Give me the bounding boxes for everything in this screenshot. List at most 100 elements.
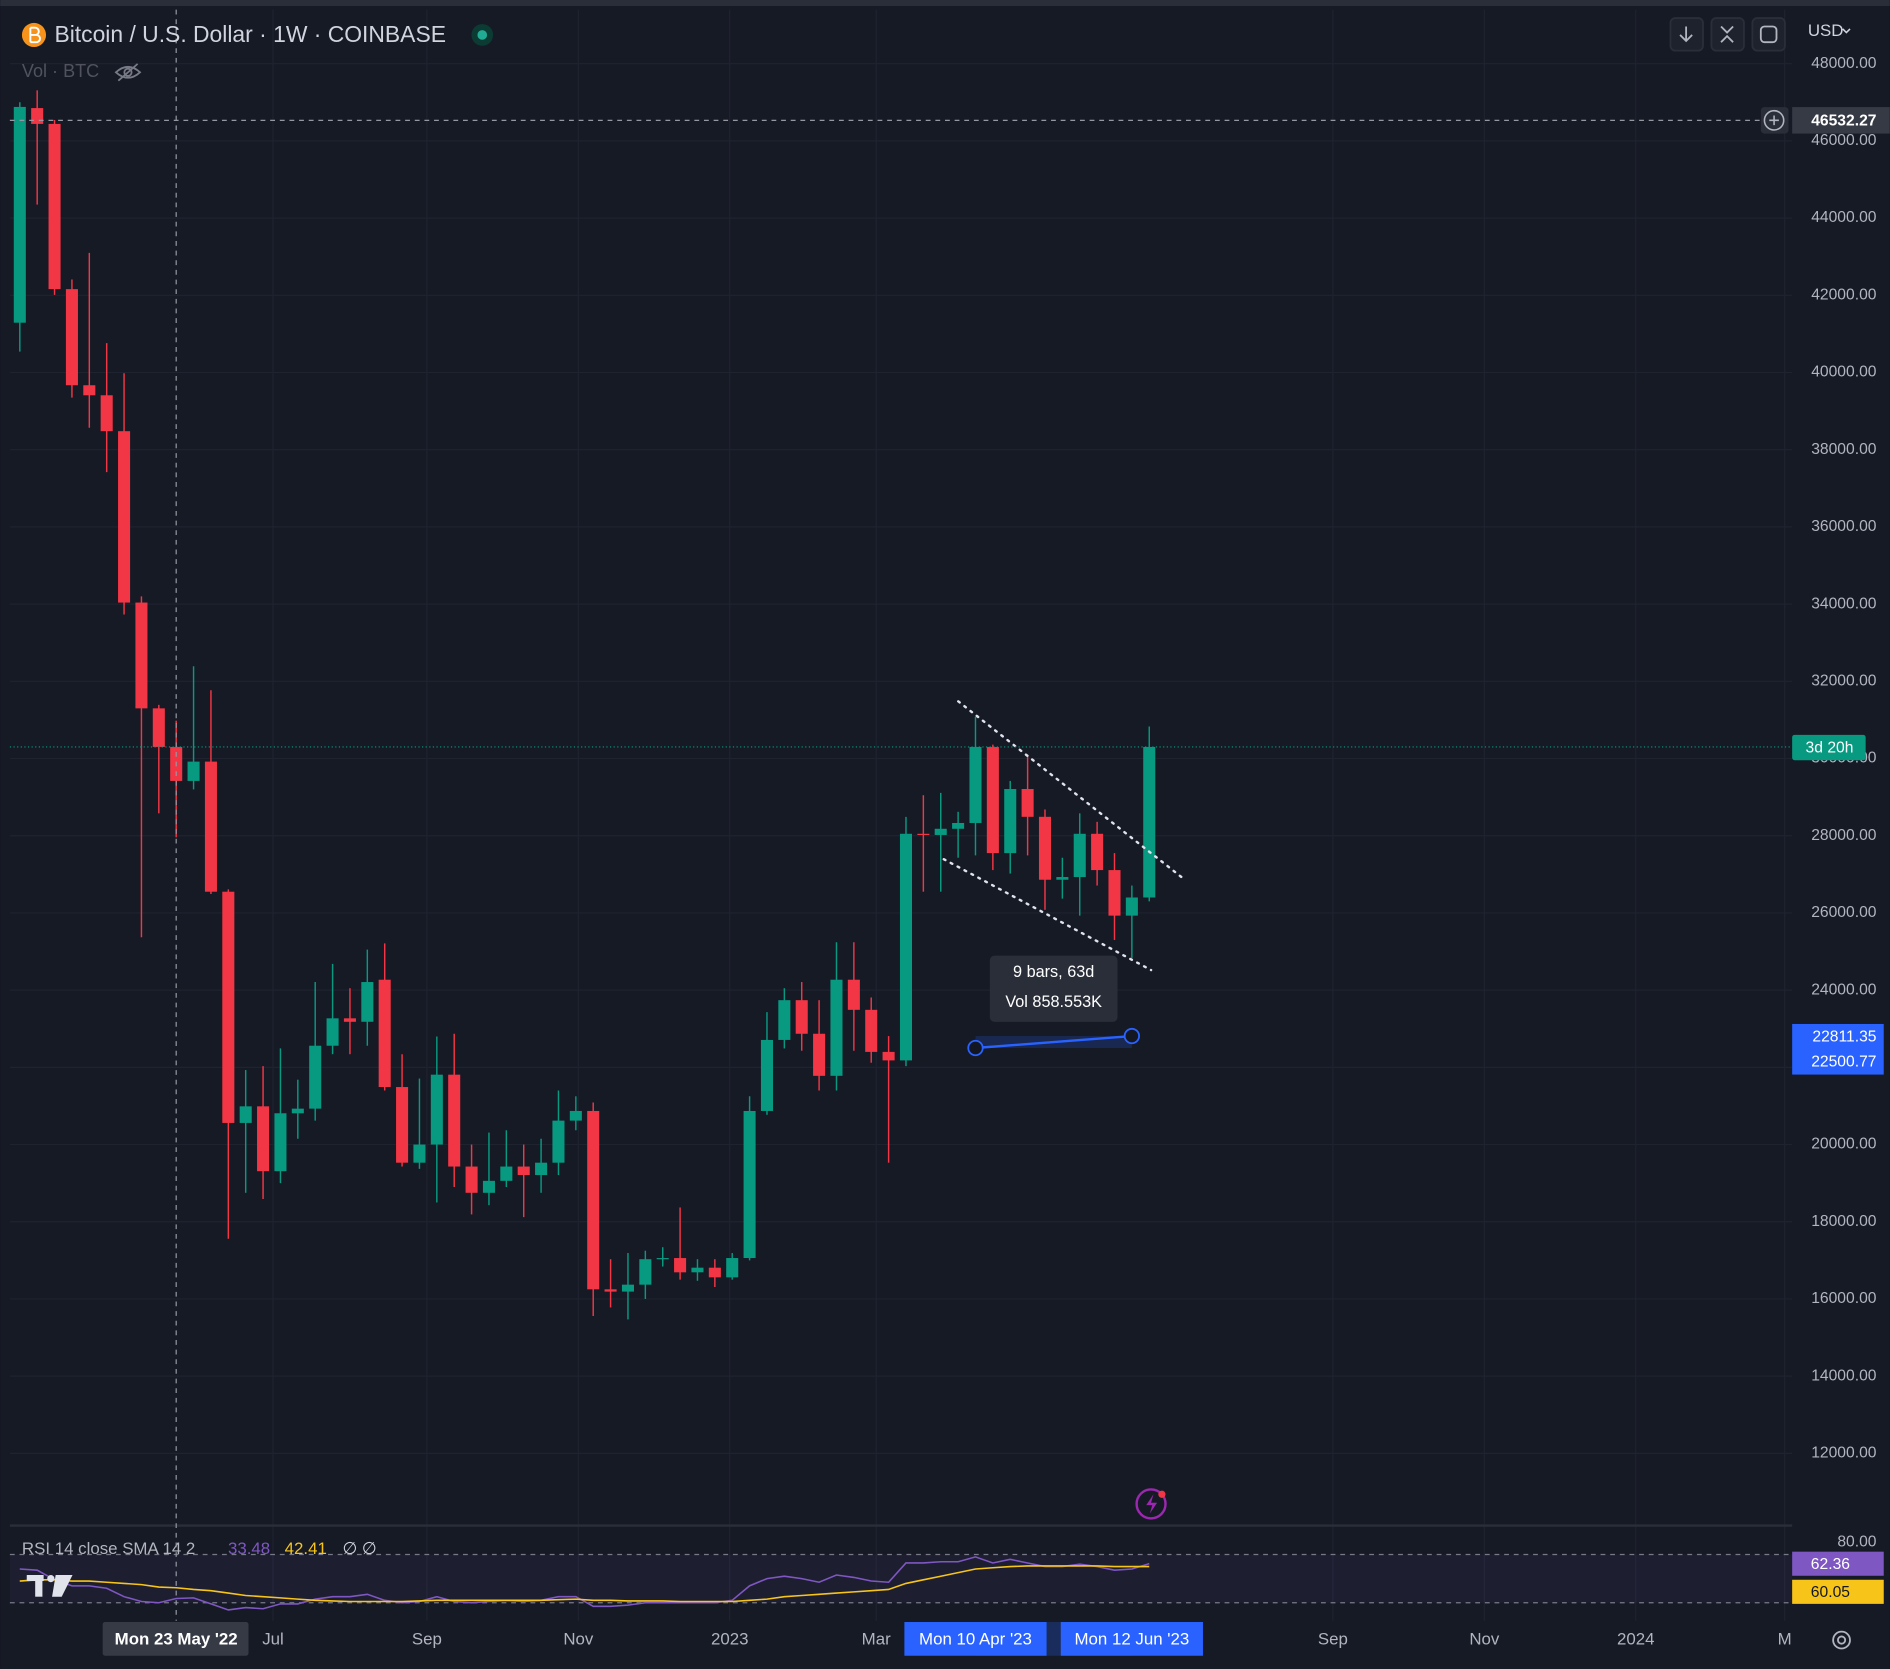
candle-body xyxy=(674,1258,687,1273)
hide-icon[interactable] xyxy=(114,63,142,82)
maximize-button[interactable] xyxy=(1751,17,1786,52)
candle-body xyxy=(865,1009,878,1052)
rsi-extra: ∅ ∅ xyxy=(342,1539,376,1558)
measure-date-label: Mon 10 Apr '23 xyxy=(919,1630,1032,1649)
candle-body xyxy=(1021,789,1034,817)
marks: 80.00 xyxy=(9,90,1877,1611)
candle-body xyxy=(760,1039,773,1111)
candle-body xyxy=(465,1166,478,1193)
candle-body xyxy=(917,833,930,836)
y-tick-label: 38000.00 xyxy=(1811,441,1877,458)
candle-body xyxy=(413,1144,426,1163)
rsi-tick-label: 80.00 xyxy=(1837,1534,1876,1551)
currency-chevron xyxy=(1842,28,1851,34)
rsi-last-label: 62.36 xyxy=(1811,1556,1850,1573)
y-tick-label: 34000.00 xyxy=(1811,595,1877,612)
candle-body xyxy=(726,1258,739,1278)
candle-body xyxy=(222,891,235,1123)
candle-body xyxy=(569,1110,582,1121)
y-tick-label: 16000.00 xyxy=(1811,1290,1877,1307)
candle-body xyxy=(1038,816,1052,880)
candle-body xyxy=(204,761,217,892)
candle-body xyxy=(500,1166,513,1181)
candle-body xyxy=(587,1110,600,1290)
y-tick-label: 36000.00 xyxy=(1811,518,1877,535)
top-border xyxy=(0,0,1890,7)
measure-handle[interactable] xyxy=(1123,1027,1141,1045)
candle-body xyxy=(604,1289,617,1292)
candle-body xyxy=(952,822,965,829)
settings-icon[interactable] xyxy=(1832,1630,1851,1650)
y-tick-label: 26000.00 xyxy=(1811,904,1877,921)
currency-selector[interactable]: USD xyxy=(1808,21,1844,40)
candle-body xyxy=(31,108,44,124)
candle-body xyxy=(430,1074,443,1145)
candle-body xyxy=(274,1113,287,1172)
candle-body xyxy=(656,1258,669,1260)
x-tick-label: Jul xyxy=(262,1630,284,1649)
candle-body xyxy=(517,1166,530,1176)
measure-handle[interactable] xyxy=(967,1039,984,1057)
add-alert-icon-plus xyxy=(1769,115,1779,126)
candle-body xyxy=(309,1045,322,1109)
candle-body xyxy=(743,1110,756,1259)
candle-body xyxy=(934,828,947,835)
y-tick-label: 40000.00 xyxy=(1811,364,1877,381)
candle-body xyxy=(1143,746,1156,898)
measure-volume: Vol 858.553K xyxy=(1005,993,1102,1011)
measure-date-box xyxy=(904,1622,1047,1656)
crosshair-price-box xyxy=(1792,107,1890,134)
candle-body xyxy=(830,979,843,1076)
candle-body xyxy=(396,1087,409,1163)
candle-body xyxy=(48,123,61,290)
candle-body xyxy=(813,1033,826,1076)
candle-body xyxy=(1004,789,1017,854)
trend-line[interactable] xyxy=(957,700,1187,881)
volume-legend[interactable]: Vol · BTC xyxy=(22,61,99,81)
countdown-label: 3d 20h xyxy=(1806,739,1854,756)
x-tick-label: Sep xyxy=(412,1630,442,1649)
candle-body xyxy=(986,746,999,854)
candle-body xyxy=(899,833,913,1061)
symbol-title[interactable]: Bitcoin / U.S. Dollar · 1W · COINBASE xyxy=(54,21,446,47)
crosshair-date-box xyxy=(102,1622,249,1656)
candle-body xyxy=(1056,877,1069,880)
candle-body xyxy=(482,1180,495,1193)
crosshair-date-label: Mon 23 May '22 xyxy=(115,1630,238,1649)
collapse-button[interactable] xyxy=(1710,17,1745,52)
candle-body xyxy=(1091,833,1104,871)
candle-body xyxy=(291,1108,304,1114)
candle-body xyxy=(152,708,165,747)
measure-axis-box xyxy=(1792,1023,1884,1075)
candle-body xyxy=(621,1284,634,1292)
measure-price-label: 22811.35 xyxy=(1812,1028,1876,1045)
market-status-dot xyxy=(477,30,488,40)
y-tick-label: 28000.00 xyxy=(1811,827,1877,844)
x-tick-label: Nov xyxy=(563,1630,594,1649)
crosshair-price-label: 46532.27 xyxy=(1811,113,1877,130)
measure-tooltip xyxy=(989,955,1118,1022)
candle-body xyxy=(326,1018,339,1046)
candle-body xyxy=(135,602,148,709)
tradingview-logo[interactable] xyxy=(26,1575,73,1597)
y-tick-label: 24000.00 xyxy=(1811,981,1877,998)
y-tick-label: 48000.00 xyxy=(1811,55,1877,72)
trend-line[interactable] xyxy=(942,857,1153,972)
y-tick-label: 18000.00 xyxy=(1811,1213,1877,1230)
candle-body xyxy=(378,979,391,1088)
y-tick-label: 12000.00 xyxy=(1811,1445,1877,1462)
x-tick-label: 2024 xyxy=(1617,1630,1655,1649)
x-tick-label: Nov xyxy=(1469,1630,1500,1649)
alert-icon[interactable] xyxy=(1135,1488,1167,1520)
rsi-value: 33.48 xyxy=(228,1539,270,1558)
y-tick-label: 46000.00 xyxy=(1811,132,1877,149)
measure-line xyxy=(975,1034,1132,1050)
sma-value: 42.41 xyxy=(285,1539,327,1558)
candle-body xyxy=(83,385,96,396)
x-tick-label: M xyxy=(1778,1630,1792,1649)
candle-body xyxy=(257,1106,270,1172)
candle-body xyxy=(118,431,131,603)
candle-body xyxy=(100,395,113,432)
candle-body xyxy=(239,1106,252,1123)
candle-body xyxy=(1108,870,1121,916)
